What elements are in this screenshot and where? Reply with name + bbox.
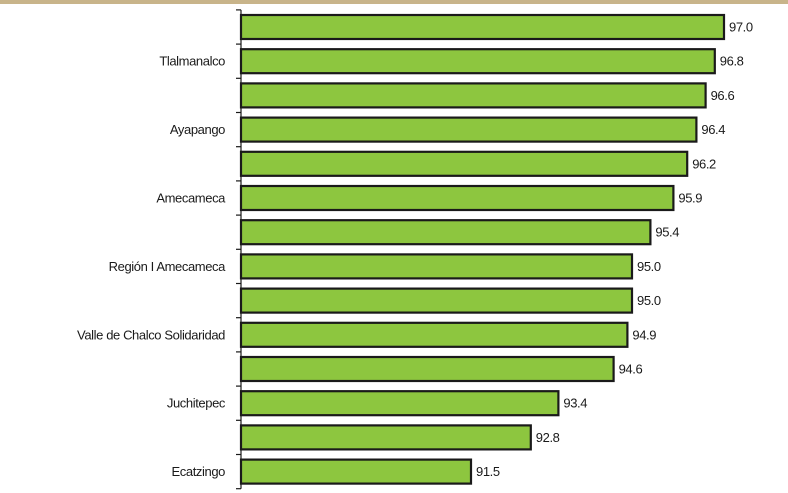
value-label-3: 96.4 [701,122,725,137]
bar-11 [239,390,560,417]
value-label-0: 97.0 [729,20,753,35]
bar-9 [239,321,629,348]
category-label-3: Ayapango [170,122,225,137]
category-label-11: Juchitepec [167,396,226,411]
bar-7 [239,253,634,280]
bar-1 [239,48,716,75]
value-label-7: 95.0 [637,259,661,274]
bar-0 [239,13,726,41]
bar-4 [239,150,689,177]
value-label-8: 95.0 [637,293,661,308]
value-label-9: 94.9 [632,327,656,342]
value-label-1: 96.8 [720,54,744,69]
value-label-4: 96.2 [692,156,716,171]
bar-2 [239,82,707,109]
bar-13 [239,458,473,485]
bar-8 [239,287,634,314]
category-label-5: Amecameca [156,191,226,206]
value-label-10: 94.6 [619,362,643,377]
bar-12 [239,424,532,451]
category-label-9: Valle de Chalco Solidaridad [77,327,225,342]
top-rule [0,0,788,4]
bar-3 [239,116,698,143]
value-label-2: 96.6 [711,88,735,103]
bar-6 [239,219,652,246]
category-label-13: Ecatzingo [172,464,226,479]
category-label-7: Región I Amecameca [109,259,227,274]
value-label-11: 93.4 [563,396,587,411]
value-label-12: 92.8 [536,430,560,445]
category-label-1: Tlalmanalco [159,54,225,69]
value-label-6: 95.4 [655,225,679,240]
value-label-13: 91.5 [476,464,500,479]
bar-10 [239,355,615,383]
bar-5 [239,184,675,212]
value-label-5: 95.9 [678,191,702,206]
